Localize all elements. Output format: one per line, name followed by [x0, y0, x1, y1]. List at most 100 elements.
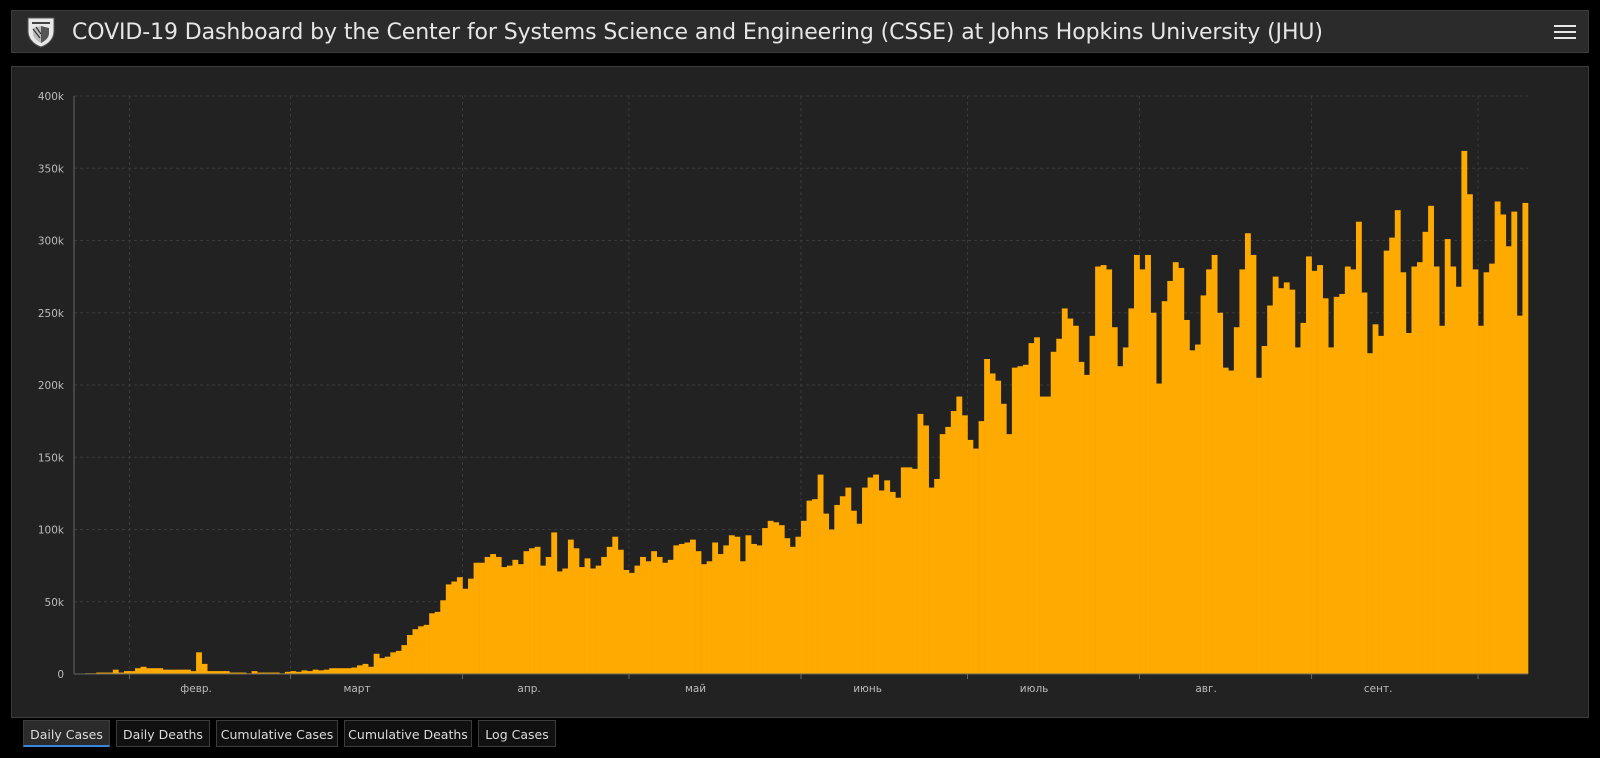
bar	[967, 439, 974, 674]
bar	[1145, 254, 1151, 674]
bar	[1372, 324, 1379, 674]
bar	[1350, 269, 1357, 674]
bar	[1383, 250, 1390, 675]
y-tick-label: 200k	[38, 380, 65, 392]
bar	[284, 671, 291, 674]
bar	[112, 669, 119, 674]
bar	[1339, 293, 1346, 674]
bar	[656, 556, 663, 674]
bar	[140, 666, 147, 674]
bar	[1200, 295, 1207, 674]
bar	[1355, 221, 1362, 674]
bar	[945, 426, 952, 674]
bar	[340, 668, 347, 674]
bar	[1450, 266, 1457, 674]
bar	[362, 663, 369, 674]
bar	[1167, 280, 1174, 674]
bar	[295, 671, 302, 674]
bar	[268, 672, 275, 674]
bar	[1428, 205, 1434, 674]
bar	[1317, 265, 1323, 674]
y-tick-label: 100k	[38, 525, 65, 537]
bar	[529, 548, 535, 674]
bar	[751, 543, 757, 674]
y-tick-label: 350k	[38, 163, 65, 175]
bar	[984, 358, 990, 674]
y-tick-label: 300k	[38, 236, 65, 248]
bar	[1150, 312, 1157, 674]
bar	[146, 668, 152, 674]
bar	[1411, 266, 1418, 674]
bar	[390, 652, 397, 674]
bar	[384, 656, 391, 674]
bar	[762, 528, 769, 674]
bar	[928, 487, 935, 674]
tab-daily-cases[interactable]: Daily Cases	[23, 720, 110, 747]
tab-cumulative-deaths[interactable]: Cumulative Deaths	[344, 720, 472, 747]
bar	[1505, 246, 1512, 674]
bar	[445, 584, 452, 674]
bar	[240, 672, 247, 674]
bar	[1394, 210, 1401, 674]
bar	[823, 513, 830, 674]
bar	[162, 669, 169, 674]
bar	[684, 542, 691, 674]
bar	[1300, 322, 1307, 674]
bar	[812, 499, 818, 674]
bar	[584, 558, 591, 674]
tab-log-cases[interactable]: Log Cases	[478, 720, 556, 747]
dashboard-title: COVID-19 Dashboard by the Center for Sys…	[72, 20, 1323, 45]
axes-layer	[73, 96, 1528, 679]
bar	[1034, 337, 1040, 674]
bar	[223, 671, 230, 674]
bar	[1261, 345, 1268, 674]
bar	[1017, 366, 1024, 674]
bar	[1311, 270, 1318, 674]
bar	[767, 520, 774, 674]
tab-cumulative-cases[interactable]: Cumulative Cases	[216, 720, 338, 747]
bar	[651, 551, 658, 674]
bar	[290, 671, 297, 674]
hamburger-menu-icon[interactable]	[1554, 21, 1576, 43]
bar	[723, 545, 730, 674]
bar	[617, 549, 624, 674]
jhu-shield-icon	[27, 17, 55, 48]
bar	[257, 672, 263, 674]
bar	[562, 568, 569, 674]
bar	[1228, 370, 1235, 674]
tab-daily-deaths[interactable]: Daily Deaths	[116, 720, 210, 747]
bar	[645, 561, 652, 674]
bar	[473, 562, 480, 674]
bar	[1405, 332, 1412, 674]
bar	[1367, 353, 1373, 674]
bar	[173, 669, 180, 674]
bar	[695, 551, 702, 674]
bar	[434, 611, 441, 674]
bar	[789, 546, 796, 674]
x-tick-label: апр.	[517, 683, 540, 695]
bar	[1466, 194, 1473, 674]
bar	[678, 543, 685, 674]
bar	[1045, 396, 1052, 674]
bar	[1289, 289, 1296, 674]
labels-layer: 0 50k 100k 150k 200k 250k 300k 350k 400k февр. мар…	[38, 91, 1393, 695]
bar	[262, 672, 269, 674]
bar	[850, 510, 857, 674]
bar	[856, 523, 863, 674]
bar	[1222, 367, 1229, 674]
bar	[1361, 292, 1368, 674]
bar	[917, 413, 924, 674]
bar	[995, 380, 1002, 674]
bar	[495, 556, 502, 674]
bar	[318, 670, 325, 674]
bar	[706, 561, 713, 674]
bar	[956, 396, 963, 674]
bar	[601, 556, 608, 674]
chart-panel: 0 50k 100k 150k 200k 250k 300k 350k 400k февр. мар…	[11, 66, 1589, 718]
bar	[484, 556, 491, 674]
bar	[906, 467, 913, 674]
bar	[1006, 434, 1013, 674]
bar	[129, 671, 136, 674]
bar	[1111, 327, 1118, 674]
bar	[401, 645, 408, 674]
